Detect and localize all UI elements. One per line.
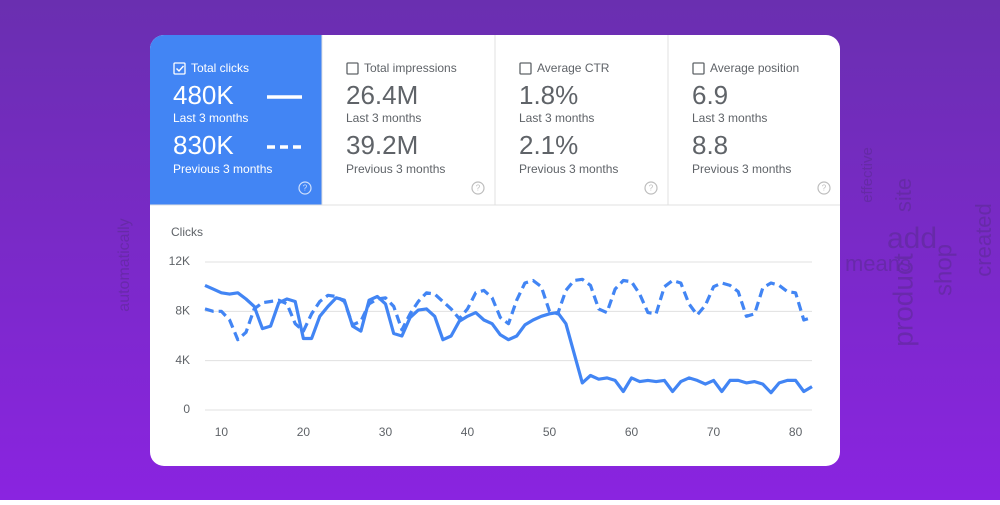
card-label: Average position [710,61,799,75]
y-tick-label: 12K [169,254,190,268]
help-icon-mark: ? [822,184,827,193]
help-icon-mark: ? [476,184,481,193]
background-word: effective [859,147,876,203]
previous-value: 830K [173,130,234,160]
checkbox [519,62,532,75]
help-icon [298,181,312,195]
current-value: 26.4M [346,80,418,110]
x-tick-label: 20 [297,425,311,439]
x-tick-label: 50 [543,425,557,439]
help-icon [817,181,831,195]
checkbox [692,62,705,75]
current-value: 6.9 [692,80,728,110]
selected-card-bg [150,35,322,205]
y-tick-label: 8K [175,304,190,318]
previous-value: 8.8 [692,130,728,160]
word-cloud: automatically effective site addmeansproduc… [116,147,996,347]
previous-period: Previous 3 months [692,162,791,176]
card-label: Total clicks [191,61,249,75]
checkbox [346,62,359,75]
background-word: add [887,222,937,255]
x-tick-label: 10 [215,425,229,439]
previous-period: Previous 3 months [519,162,618,176]
help-icon [644,181,658,195]
current-value: 1.8% [519,80,578,110]
metric-card[interactable]: Average CTR 1.8%Last 3 months 2.1% Previous… [519,61,658,195]
previous-period: Previous 3 months [173,162,272,176]
help-icon-mark: ? [649,184,654,193]
previous-period: Previous 3 months [346,162,445,176]
x-tick-label: 30 [379,425,393,439]
background-word: site [891,178,916,212]
card-label: Total impressions [364,61,457,75]
current-period: Last 3 months [692,111,767,125]
previous-value: 39.2M [346,130,418,160]
background-word: product [887,253,918,347]
x-tick-label: 40 [461,425,475,439]
current-period: Last 3 months [173,111,248,125]
y-axis-label: Clicks [171,225,203,239]
series-line-dashed [204,277,813,342]
card-label: Average CTR [537,61,610,75]
x-tick-label: 70 [707,425,721,439]
previous-value: 2.1% [519,130,578,160]
series-line [204,283,813,395]
y-tick-label: 0 [183,402,190,416]
check-mark [176,65,185,73]
current-period: Last 3 months [519,111,594,125]
x-tick-label: 80 [789,425,803,439]
background-word: shop [930,244,957,296]
help-icon [471,181,485,195]
y-tick-label: 4K [175,353,190,367]
background-word: created [971,203,996,276]
current-value: 480K [173,80,234,110]
x-tick-label: 60 [625,425,639,439]
chart: Clicks 0 4K 8K 12K 10 20 30 40 50 60 70 80 [169,225,813,439]
help-icon-mark: ? [303,184,308,193]
background-word: automatically [116,218,133,311]
background-word: means [845,251,911,276]
checkbox [173,62,186,75]
current-period: Last 3 months [346,111,421,125]
